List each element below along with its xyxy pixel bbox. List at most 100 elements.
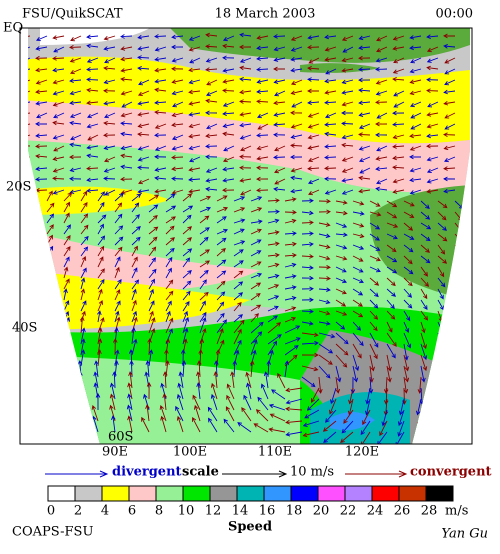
- wind-arrow: [369, 332, 379, 348]
- wind-arrow: [97, 268, 105, 279]
- colorbar-tick-label: 24: [367, 504, 384, 519]
- wind-arrow: [375, 121, 388, 127]
- wind-arrow: [46, 277, 52, 290]
- wind-arrow: [120, 131, 133, 137]
- wind-arrow: [28, 143, 31, 148]
- wind-arrow: [341, 90, 354, 95]
- wind-arrow: [250, 272, 263, 279]
- wind-arrow: [431, 431, 439, 444]
- wind-arrow: [358, 88, 371, 93]
- wind-arrow: [443, 89, 456, 95]
- wind-arrow: [308, 189, 320, 196]
- wind-arrow: [45, 338, 50, 356]
- wind-arrow: [205, 67, 218, 72]
- wind-arrow: [398, 398, 405, 416]
- wind-arrow: [63, 288, 68, 301]
- wind-arrow: [182, 316, 190, 334]
- wind-arrow: [59, 371, 65, 389]
- wind-arrow: [318, 244, 331, 249]
- wind-arrow: [222, 55, 235, 61]
- wind-arrow: [381, 409, 388, 427]
- wind-arrow: [437, 255, 448, 264]
- wind-arrow: [436, 365, 442, 383]
- wind-arrow: [273, 122, 286, 127]
- wind-arrow: [160, 382, 167, 400]
- wind-arrow: [383, 387, 389, 405]
- wind-arrow: [358, 55, 371, 61]
- wind-arrow: [420, 299, 428, 310]
- wind-arrow: [222, 156, 235, 163]
- wind-arrow: [205, 57, 218, 63]
- wind-arrow: [199, 195, 212, 202]
- wind-arrow: [171, 34, 184, 40]
- wind-arrow: [409, 133, 422, 139]
- wind-arrow: [426, 65, 439, 71]
- wind-arrow: [375, 156, 388, 161]
- wind-arrow: [267, 209, 280, 214]
- wind-arrow: [386, 299, 395, 310]
- wind-arrow: [352, 354, 360, 372]
- wind-arrow: [154, 46, 167, 52]
- wind-arrow: [239, 76, 252, 82]
- wind-arrow: [199, 317, 207, 334]
- wind-arrow: [341, 57, 354, 63]
- wind-arrow: [375, 186, 388, 192]
- wind-arrow: [386, 255, 398, 263]
- wind-arrow: [256, 35, 269, 40]
- wind-arrow: [61, 327, 67, 345]
- wind-arrow: [52, 176, 65, 181]
- colorbar-swatch: [155, 485, 184, 502]
- colorbar-swatch: [371, 485, 400, 502]
- wind-arrow: [222, 111, 235, 116]
- wind-arrow: [154, 132, 167, 138]
- wind-arrow: [120, 112, 133, 118]
- wind-arrow: [182, 327, 189, 345]
- wind-arrow: [352, 266, 364, 273]
- wind-arrow: [199, 227, 210, 235]
- wind-arrow: [437, 277, 446, 288]
- wind-arrow: [392, 144, 405, 149]
- wind-arrow: [233, 249, 244, 257]
- wind-arrow: [205, 167, 218, 173]
- wind-arrow: [80, 288, 86, 301]
- wind-arrow: [154, 87, 167, 93]
- wind-arrow: [131, 226, 141, 235]
- wind-arrow: [318, 264, 331, 270]
- wind-arrow: [274, 178, 286, 185]
- wind-arrow: [137, 132, 150, 137]
- wind-arrow: [63, 235, 71, 246]
- wind-arrow: [165, 310, 171, 323]
- wind-arrow: [171, 66, 184, 72]
- wind-arrow: [154, 175, 167, 181]
- wind-arrow: [28, 68, 31, 73]
- wind-arrow: [290, 35, 303, 41]
- wind-arrow: [62, 349, 68, 367]
- wind-arrow: [386, 277, 396, 287]
- wind-arrow: [341, 79, 354, 85]
- wind-arrow: [131, 267, 138, 279]
- wind-arrow: [97, 299, 104, 312]
- wind-arrow: [376, 178, 388, 185]
- wind-arrow: [120, 34, 133, 39]
- wind-arrow: [291, 101, 303, 108]
- wind-arrow: [35, 79, 48, 85]
- wind-arrow: [239, 32, 252, 38]
- wind-arrow: [322, 420, 337, 432]
- wind-arrow: [392, 68, 405, 74]
- wind-arrow: [165, 237, 175, 246]
- wind-arrow: [444, 57, 456, 64]
- wind-arrow: [52, 120, 65, 126]
- wind-arrow: [358, 123, 371, 130]
- wind-arrow: [420, 310, 429, 321]
- wind-arrow: [210, 382, 218, 400]
- wind-arrow: [284, 345, 299, 356]
- wind-arrow: [301, 321, 314, 326]
- wind-arrow: [454, 288, 463, 299]
- wind-arrow: [335, 222, 348, 228]
- wind-arrow: [436, 376, 442, 394]
- colorbar-swatch: [128, 485, 157, 502]
- wind-arrow: [239, 44, 252, 50]
- wind-arrow: [430, 420, 439, 437]
- wind-arrow: [318, 299, 331, 305]
- wind-arrow: [171, 134, 184, 141]
